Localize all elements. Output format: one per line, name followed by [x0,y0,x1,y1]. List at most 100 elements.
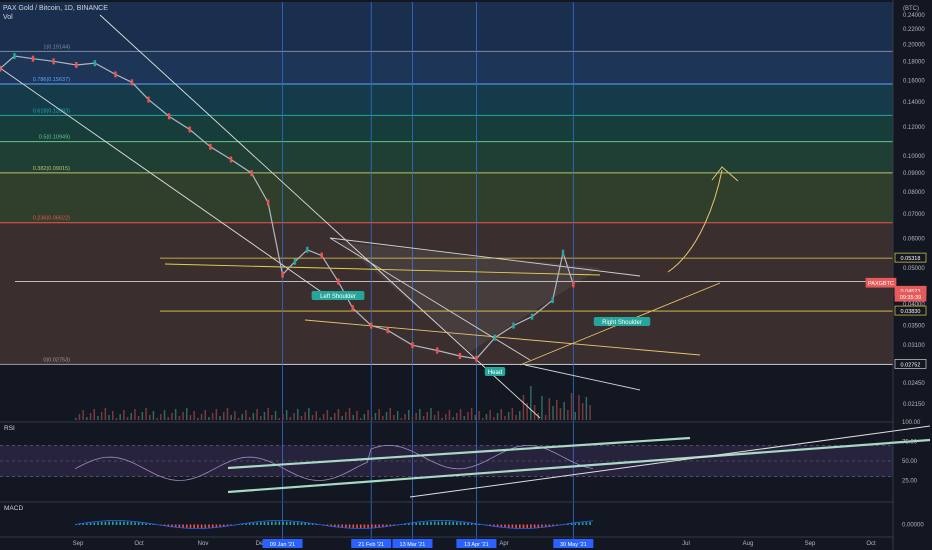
price-tick-8: 0.09000 [903,171,925,177]
volume-bar [363,414,366,420]
projection-arrow [667,169,723,273]
macd-bar [585,522,588,525]
volume-bar [137,416,140,420]
volume-bar [145,408,147,420]
volume-bar [526,403,528,420]
fib-label-2: 0.618(0.12883) [33,108,70,114]
macd-bar [537,524,540,528]
macd-bar [330,524,332,527]
volume-bar [186,408,188,420]
macd-bar [382,524,384,527]
macd-bar [430,521,432,525]
volume-bar [304,412,306,420]
macd-bar [478,524,480,525]
candle [93,60,97,67]
volume-bar [182,412,184,420]
macd-bar [367,524,369,528]
macd-bar [507,524,510,528]
macd-bar [415,522,417,525]
time-label-7: Jul [682,541,690,547]
macd-bar [282,521,284,525]
candle [386,327,389,334]
price-tick-4: 0.16000 [903,78,925,84]
volume-bar [326,410,329,420]
macd-bar [422,522,425,525]
macd-bar [548,524,551,527]
price-tag-bg-4 [894,291,927,302]
candle [411,342,414,349]
volume-bar [552,406,554,420]
volume-bar [319,418,321,420]
macd-bar [552,524,554,527]
volume-bar [234,411,236,420]
volume-bar [496,413,499,420]
macd-bar [526,524,528,528]
volume-bar [230,415,232,420]
volume-bar [585,397,588,420]
macd-bar [426,521,429,525]
volume-bar [75,418,77,420]
volume-bar [297,409,299,420]
time-highlight-bg-4 [553,539,594,548]
macd-bar [189,524,192,528]
macd-bar [112,521,114,525]
volume-bar [463,416,465,420]
macd-bar [252,522,255,525]
macd-bar [519,524,521,528]
volume-bar [167,417,169,420]
macd-bar [530,524,532,528]
rsi-tick-1: 75.00 [902,440,918,446]
volume-bar [589,405,591,420]
candle [229,156,233,163]
volume-bar [123,410,125,420]
price-tick-10: 0.07000 [903,212,925,218]
macd-bar [245,523,247,525]
macd-line [74,520,594,529]
candle [209,143,212,150]
volume-bar [474,415,477,420]
macd-bar [289,521,292,525]
price-tag-bg-5 [894,305,927,316]
fib-zone-3 [0,141,893,173]
projection-arrowhead [711,166,739,182]
volume-bar [330,417,332,420]
candle [75,61,78,68]
macd-bar [149,523,151,525]
macd-label: MACD [4,505,23,512]
volume-bar [359,418,362,420]
rsi-label: RSI [4,425,15,432]
macd-bar [326,524,329,526]
macd-bar [300,522,303,525]
macd-bar [126,521,129,525]
macd-bar [574,523,577,525]
volume-bar [433,415,436,420]
volume-bar [149,415,151,420]
macd-bar [186,524,188,528]
volume-bar [408,410,410,420]
macd-bar [389,524,392,527]
trend-line-3 [329,237,531,361]
volume-bar [248,417,251,420]
macd-bar [359,524,362,528]
candle [530,313,534,320]
volume-bar [119,414,121,420]
price-tick-9: 0.08000 [903,190,925,196]
volume-bar [104,408,107,420]
macd-bar [93,522,96,525]
volume-bar [163,410,166,420]
macd-bar [404,524,406,525]
volume-bar [311,415,314,420]
macd-tick: 0.00000 [902,523,924,529]
macd-bar [311,523,314,525]
macd-bar [459,522,462,525]
fib-label-6: 0(0.02753) [43,357,70,363]
macd-bar [570,523,573,525]
macd-bar [256,522,258,525]
volume-bar [411,417,414,420]
pattern-label-bg-2 [593,317,651,326]
macd-bar [204,524,207,528]
price-tag-2: PAXGBTC [868,281,894,287]
time-label-8: Aug [743,541,754,547]
macd-bar [100,521,103,525]
volume-bar [141,412,144,420]
